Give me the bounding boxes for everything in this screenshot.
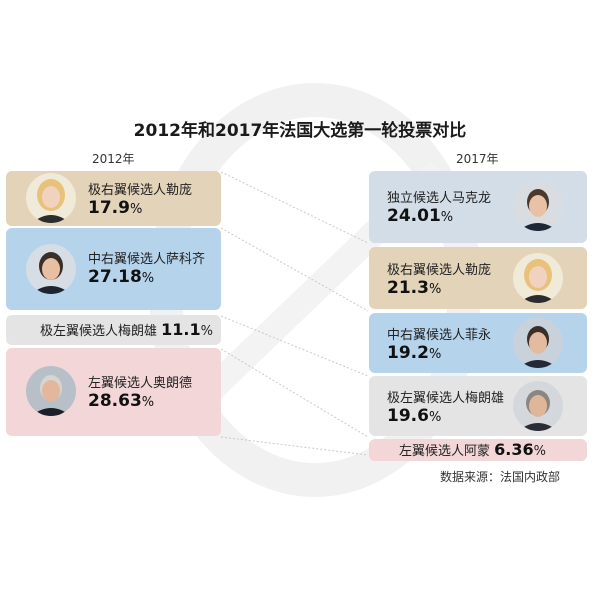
percent-symbol: %	[428, 282, 442, 297]
percent-value: 19.6	[387, 406, 429, 426]
candidate-percent: 17.9%	[88, 198, 142, 218]
portrait-icon	[513, 181, 563, 231]
percent-symbol: %	[533, 444, 546, 459]
candidate-percent: 27.18%	[88, 267, 154, 287]
candidate-label: 极左翼候选人梅朗雄	[387, 391, 505, 406]
candidate-percent: 19.2%	[387, 343, 441, 363]
percent-value: 11.1	[161, 320, 201, 339]
candidate-box-2012-far-left: 极左翼候选人梅朗雄 11.1%	[6, 315, 221, 345]
portrait-icon	[513, 253, 563, 303]
percent-value: 27.18	[88, 267, 142, 287]
percent-value: 19.2	[387, 343, 429, 363]
connector-center-right	[220, 227, 369, 312]
connector-far-right	[220, 171, 369, 244]
source-note: 数据来源：法国内政部	[439, 470, 560, 484]
candidate-label: 中右翼候选人萨科齐	[88, 252, 206, 267]
candidate-box-2012-center-right: 中右翼候选人萨科齐 27.18%	[6, 228, 221, 310]
connector-left-bottom	[220, 436, 369, 456]
candidate-label: 极右翼候选人勒庞	[88, 183, 193, 198]
candidate-inline-text: 左翼候选人阿蒙 6.36%	[399, 440, 546, 459]
candidate-percent: 24.01%	[387, 206, 453, 226]
portrait-icon	[513, 318, 563, 368]
candidate-box-2017-far-right: 极右翼候选人勒庞 21.3%	[369, 247, 587, 309]
year-label-2017: 2017年	[456, 152, 499, 166]
percent-value: 17.9	[88, 198, 130, 218]
portrait-icon	[26, 366, 76, 416]
candidate-label: 左翼候选人阿蒙	[399, 444, 491, 459]
percent-symbol: %	[129, 202, 143, 217]
candidate-box-2017-far-left: 极左翼候选人梅朗雄 19.6%	[369, 376, 587, 436]
candidate-box-2017-independent: 独立候选人马克龙 24.01%	[369, 171, 587, 243]
percent-symbol: %	[141, 395, 155, 410]
portrait-icon	[513, 381, 563, 431]
candidate-percent: 21.3%	[387, 278, 441, 298]
candidate-label: 极左翼候选人梅朗雄	[40, 324, 158, 339]
candidate-box-2017-left: 左翼候选人阿蒙 6.36%	[369, 439, 587, 461]
chart-title: 2012年和2017年法国大选第一轮投票对比	[133, 121, 467, 141]
portrait-icon	[26, 173, 76, 223]
candidate-box-2012-left: 左翼候选人奥朗德 28.63%	[6, 348, 221, 436]
candidate-label: 中右翼候选人菲永	[387, 328, 492, 343]
percent-symbol: %	[428, 347, 442, 362]
percent-symbol: %	[440, 210, 454, 225]
candidate-label: 独立候选人马克龙	[387, 191, 492, 206]
portrait-icon	[26, 244, 76, 294]
percent-symbol: %	[428, 410, 442, 425]
percent-symbol: %	[141, 271, 155, 286]
candidate-label: 左翼候选人奥朗德	[88, 376, 193, 391]
candidate-inline-text: 极左翼候选人梅朗雄 11.1%	[40, 320, 213, 339]
connector-far-left	[220, 315, 369, 377]
year-label-2012: 2012年	[92, 152, 135, 166]
connector-left	[220, 348, 369, 438]
candidate-label: 极右翼候选人勒庞	[387, 263, 492, 278]
percent-symbol: %	[200, 324, 213, 339]
percent-value: 28.63	[88, 391, 142, 411]
candidate-box-2012-far-right: 极右翼候选人勒庞 17.9%	[6, 171, 221, 226]
candidate-percent: 19.6%	[387, 406, 441, 426]
candidate-box-2017-center-right: 中右翼候选人菲永 19.2%	[369, 313, 587, 373]
candidate-percent: 28.63%	[88, 391, 154, 411]
percent-value: 24.01	[387, 206, 441, 226]
percent-value: 21.3	[387, 278, 429, 298]
percent-value: 6.36	[494, 440, 534, 459]
